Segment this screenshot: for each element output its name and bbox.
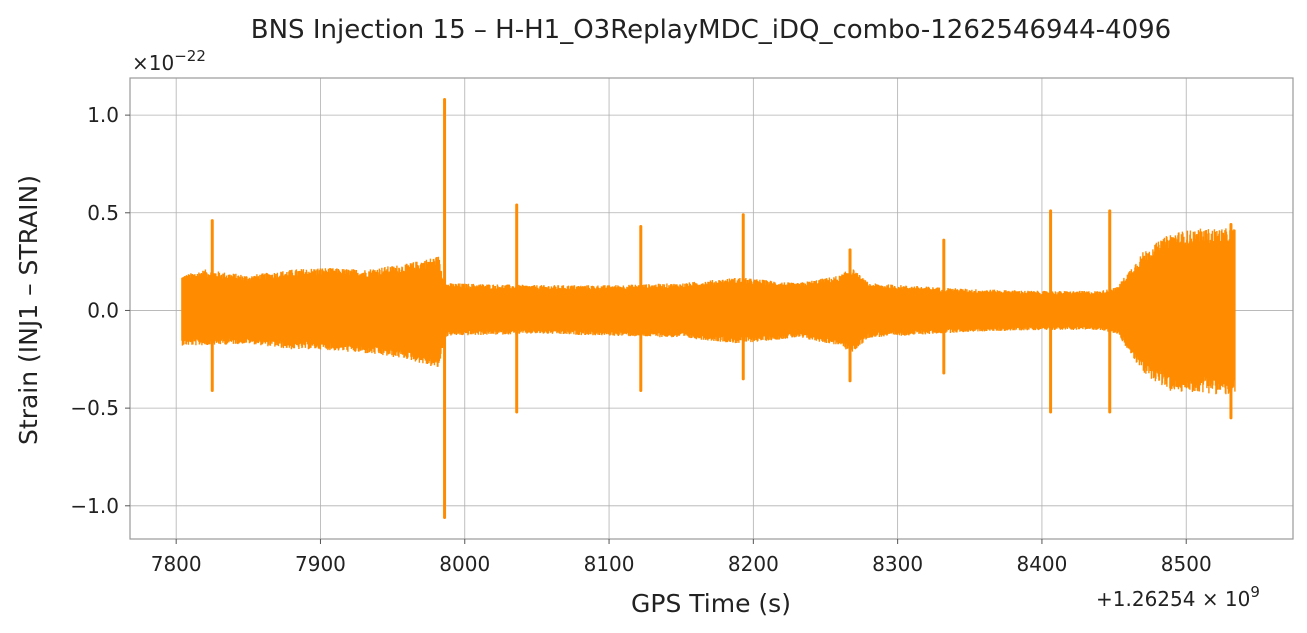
strain-series-line — [181, 228, 1236, 395]
y-axis-title: Strain (INJ1 – STRAIN) — [14, 175, 43, 445]
y-tick-label: 0.5 — [87, 201, 119, 225]
x-offset-label: +1.26254 × 109 — [1096, 583, 1260, 611]
x-tick-label: 7800 — [151, 552, 202, 576]
x-offset-exponent: 9 — [1250, 583, 1260, 601]
y-scale-base: ×10 — [132, 51, 174, 75]
y-tick-label: −0.5 — [70, 396, 119, 420]
x-tick-label: 8000 — [439, 552, 490, 576]
plot-frame — [129, 77, 1294, 540]
y-tick-label: −1.0 — [70, 494, 119, 518]
x-tick-label: 8300 — [872, 552, 923, 576]
tick-labels: 7800 7900 8000 8100 8200 8300 8400 8500 −1.0 −0.5… — [70, 103, 1211, 576]
y-scale-factor: ×10−22 — [132, 47, 206, 75]
x-offset-base: +1.26254 × 10 — [1096, 587, 1250, 611]
y-tick-label: 1.0 — [87, 103, 119, 127]
x-tick-label: 8200 — [728, 552, 779, 576]
y-scale-exponent: −22 — [174, 47, 206, 65]
x-tick-label: 8100 — [584, 552, 635, 576]
x-axis-title: GPS Time (s) — [631, 589, 791, 618]
x-tick-label: 7900 — [295, 552, 346, 576]
y-tick-label: 0.0 — [87, 298, 119, 322]
x-tick-label: 8500 — [1161, 552, 1212, 576]
data-layer — [181, 97, 1236, 520]
x-tick-label: 8400 — [1016, 552, 1067, 576]
chart-title: BNS Injection 15 – H-H1_O3ReplayMDC_iDQ_… — [251, 15, 1171, 45]
